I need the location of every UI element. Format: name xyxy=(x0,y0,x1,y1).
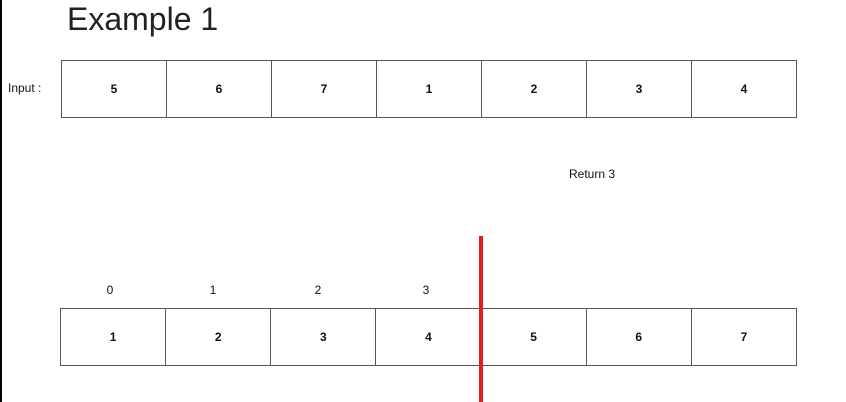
sorted-cell: 6 xyxy=(587,309,692,365)
input-cell: 5 xyxy=(62,61,167,117)
input-cell: 6 xyxy=(167,61,272,117)
sorted-cell: 1 xyxy=(61,309,167,365)
sorted-cell: 5 xyxy=(482,309,587,365)
input-label: Input : xyxy=(8,81,42,95)
sorted-cell: 4 xyxy=(376,309,482,365)
input-cell: 1 xyxy=(377,61,482,117)
left-edge-line xyxy=(0,0,2,402)
rotation-divider-line xyxy=(479,236,483,402)
sorted-cell: 3 xyxy=(271,309,377,365)
sorted-array: 1 2 3 4 5 6 7 xyxy=(60,308,797,366)
input-array: 5 6 7 1 2 3 4 xyxy=(61,60,797,118)
page-title: Example 1 xyxy=(67,1,219,37)
index-label: 1 xyxy=(209,283,217,297)
result-text: Return 3 xyxy=(569,167,616,181)
sorted-cell: 7 xyxy=(740,330,748,344)
input-cell: 4 xyxy=(740,82,748,96)
sorted-cell: 2 xyxy=(166,309,272,365)
input-cell: 3 xyxy=(587,61,692,117)
index-label: 3 xyxy=(422,283,430,297)
input-cell: 7 xyxy=(272,61,377,117)
index-label: 0 xyxy=(106,283,114,297)
input-cell: 2 xyxy=(482,61,587,117)
index-label: 2 xyxy=(314,283,322,297)
